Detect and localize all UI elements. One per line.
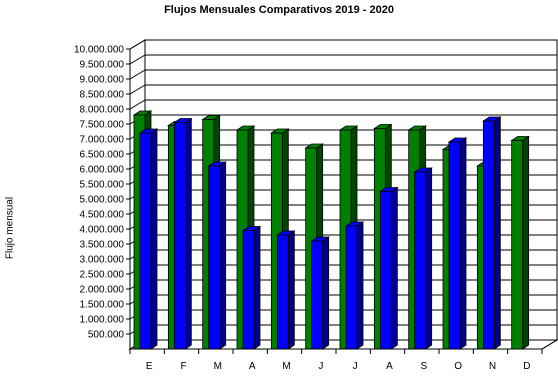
- gridline-side: [129, 39, 146, 50]
- bar-side: [287, 230, 295, 350]
- bar-front: [448, 141, 461, 350]
- y-tick-label: 7.000.000: [80, 135, 125, 146]
- bar-front: [208, 165, 221, 350]
- bar-side: [493, 116, 501, 350]
- bar-blue-7: [379, 186, 399, 350]
- x-tick-label: D: [523, 361, 530, 372]
- x-tick-label: E: [146, 361, 153, 372]
- bar-blue-3: [241, 225, 262, 350]
- x-axis-corner: [541, 339, 558, 350]
- y-tick-label: 8.000.000: [80, 105, 125, 116]
- bar-blue-1: [173, 117, 193, 350]
- y-tick-label: 4.500.000: [80, 210, 125, 221]
- bar-front: [276, 234, 289, 350]
- x-tick-label: J: [353, 361, 358, 372]
- bar-blue-9: [447, 137, 468, 350]
- y-tick-label: 5.000.000: [80, 195, 125, 206]
- y-tick-label: 1.500.000: [80, 300, 125, 311]
- bar-side: [253, 225, 261, 350]
- bar-side: [322, 236, 330, 350]
- bar-green-11: [510, 135, 530, 350]
- x-tick-label: A: [249, 361, 256, 372]
- bar-front: [173, 122, 186, 350]
- y-tick-label: 3.500.000: [80, 240, 125, 251]
- y-tick-label: 1.000.000: [80, 315, 125, 326]
- bar-blue-2: [207, 161, 227, 350]
- bar-front: [379, 191, 392, 350]
- x-tick-label: A: [386, 361, 393, 372]
- bar-side: [184, 117, 192, 350]
- bar-front: [345, 225, 358, 350]
- y-tick-label: 3.000.000: [80, 255, 125, 266]
- gridline-side: [129, 54, 146, 65]
- bar-front: [482, 120, 495, 350]
- x-tick-label: F: [180, 361, 186, 372]
- bar-front: [511, 140, 524, 350]
- y-tick-label: 2.000.000: [80, 285, 125, 296]
- y-tick-label: 7.500.000: [80, 120, 125, 131]
- bar-blue-0: [138, 128, 159, 350]
- chart-title: Flujos Mensuales Comparativos 2019 - 202…: [164, 4, 394, 16]
- x-tick-label: S: [420, 361, 427, 372]
- y-tick-label: 10.000.000: [74, 45, 124, 56]
- bar-blue-6: [344, 221, 365, 350]
- y-tick-label: 6.500.000: [80, 150, 125, 161]
- bar-side: [522, 135, 530, 350]
- bar-side: [356, 221, 364, 350]
- bar-side: [390, 186, 398, 350]
- bar-front: [311, 240, 324, 350]
- y-tick-label: 500.000: [88, 330, 125, 341]
- x-tick-label: N: [489, 361, 496, 372]
- bar-blue-8: [413, 167, 433, 350]
- y-tick-label: 9.500.000: [80, 60, 125, 71]
- bar-blue-4: [276, 230, 296, 350]
- x-tick-label: M: [214, 361, 222, 372]
- y-tick-label: 8.500.000: [80, 90, 125, 101]
- bar-side: [219, 161, 227, 350]
- y-tick-label: 4.000.000: [80, 225, 125, 236]
- bar-front: [414, 171, 427, 350]
- bar-side: [150, 128, 158, 350]
- y-axis-ticks: 500.000 1.000.000 1.500.000 2.000.000 2.500.…: [74, 45, 131, 349]
- bar-side: [459, 137, 467, 350]
- y-tick-label: 9.000.000: [80, 75, 125, 86]
- y-tick-label: 2.500.000: [80, 270, 125, 281]
- y-tick-label: 5.500.000: [80, 180, 125, 191]
- x-tick-label: O: [454, 361, 462, 372]
- bar-side: [425, 167, 433, 350]
- bar-blue-10: [482, 116, 502, 350]
- bar-blue-5: [310, 236, 330, 350]
- gridline-side: [129, 84, 146, 95]
- x-tick-label: M: [282, 361, 290, 372]
- bar-front: [242, 230, 255, 350]
- y-tick-label: 6.000.000: [80, 165, 125, 176]
- gridline-side: [129, 99, 146, 110]
- x-tick-label: J: [318, 361, 323, 372]
- bar-front: [139, 132, 152, 350]
- gridline-side: [129, 69, 146, 80]
